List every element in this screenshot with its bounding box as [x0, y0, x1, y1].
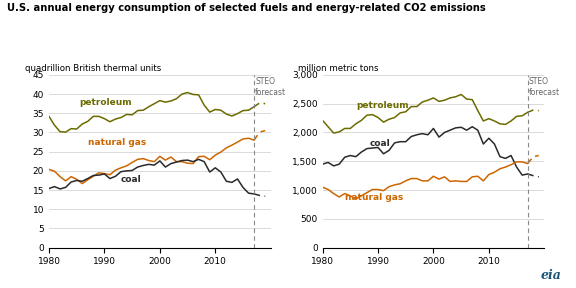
Text: petroleum: petroleum	[356, 101, 408, 110]
Text: U.S. annual energy consumption of selected fuels and energy-related CO2 emission: U.S. annual energy consumption of select…	[7, 3, 486, 13]
Text: natural gas: natural gas	[345, 194, 403, 202]
Text: million metric tons: million metric tons	[298, 64, 378, 73]
Text: natural gas: natural gas	[88, 138, 146, 147]
Text: petroleum: petroleum	[79, 98, 132, 107]
Text: STEO
forecast: STEO forecast	[529, 77, 560, 97]
Text: STEO
forecast: STEO forecast	[255, 77, 286, 97]
Text: coal: coal	[370, 139, 391, 148]
Text: eia: eia	[541, 269, 562, 282]
Text: quadrillion British thermal units: quadrillion British thermal units	[25, 64, 161, 73]
Text: coal: coal	[121, 175, 142, 184]
